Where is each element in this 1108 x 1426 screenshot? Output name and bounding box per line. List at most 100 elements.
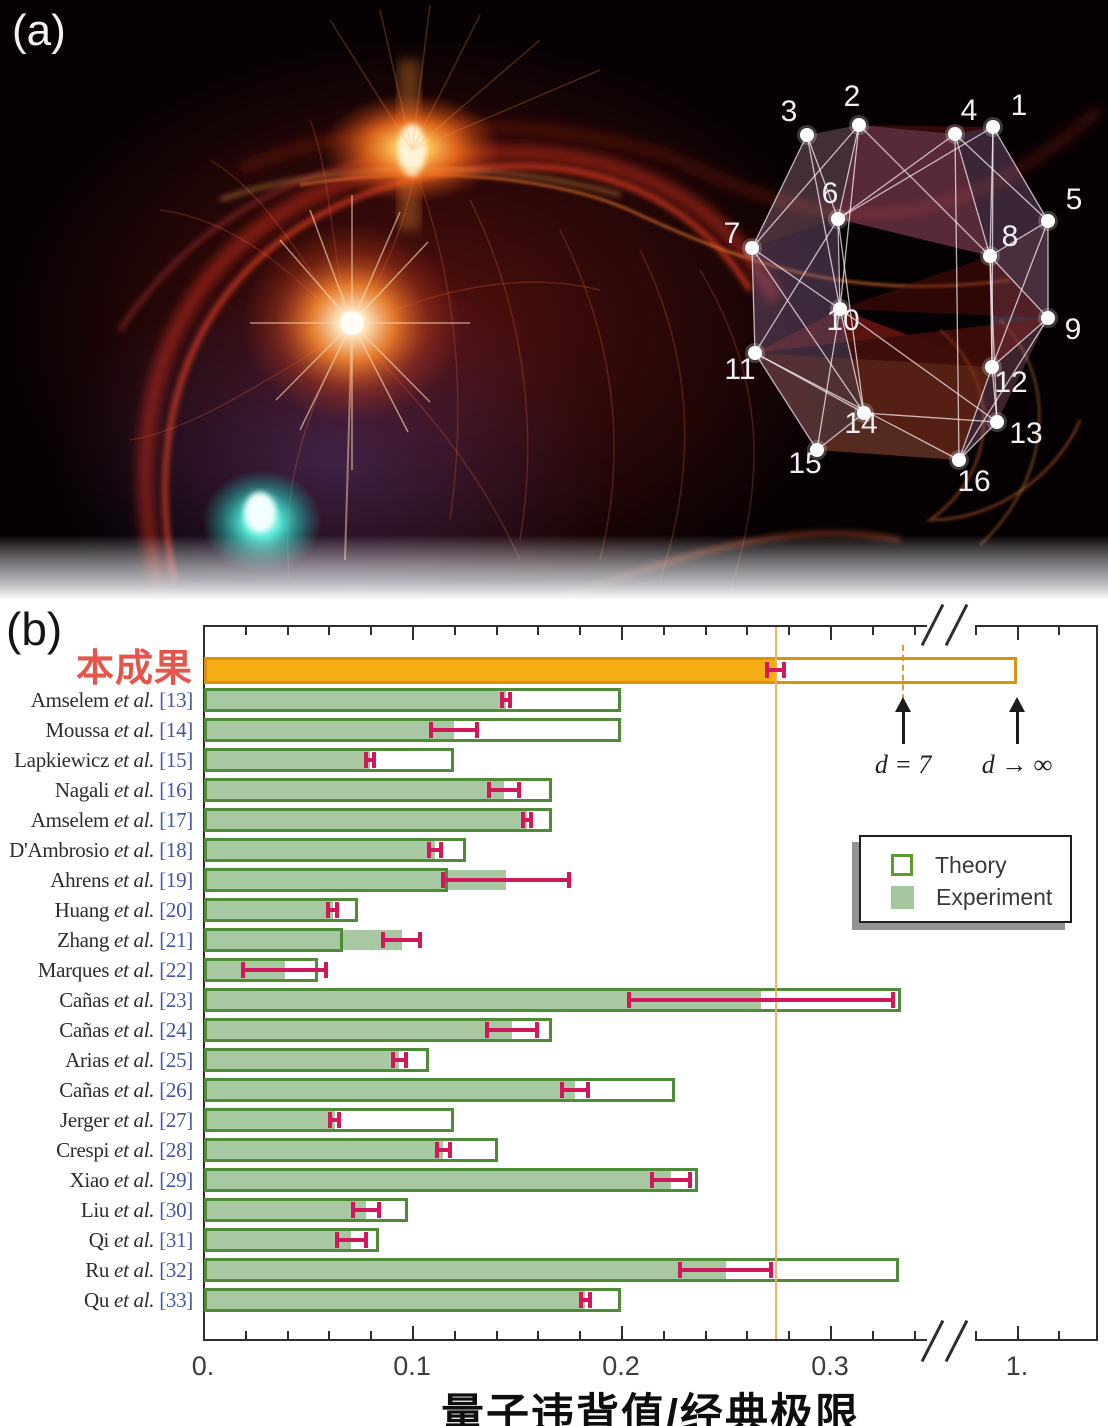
x-tick-label: 0.3 (811, 1351, 849, 1381)
highlight-row-label: 本成果 (75, 648, 193, 690)
chart-legend: Theory Experiment (859, 835, 1072, 923)
x-tick-top (975, 627, 977, 635)
polytope-edge (839, 124, 860, 310)
x-tick-bottom (1017, 1326, 1019, 1339)
error-bar-cap-left (485, 1022, 490, 1038)
experiment-bar (205, 870, 507, 890)
polytope-face (755, 353, 992, 460)
error-bar-cap-left (326, 902, 331, 918)
d7-label: d = 7 (874, 750, 932, 779)
x-tick-top (704, 627, 707, 635)
experiment-bar (205, 780, 504, 800)
polytope-edge (751, 247, 756, 354)
polytope-edge (989, 255, 998, 423)
polytope-edge (837, 218, 841, 310)
error-bar-cap-right (376, 1202, 381, 1218)
error-bar-cap-left (677, 1262, 682, 1278)
theory-bar (204, 718, 621, 742)
error-bar-cap-right (535, 1022, 540, 1038)
x-tick-bottom (913, 1331, 916, 1339)
experiment-bar (205, 810, 527, 830)
bottom-fade (0, 535, 1108, 600)
x-tick-label: 0.2 (602, 1351, 640, 1381)
error-bar (437, 1148, 450, 1152)
x-tick-bottom (412, 1331, 414, 1339)
x-tick-bottom (621, 1331, 623, 1339)
error-bar-cap-left (240, 962, 245, 978)
error-bar-cap-right (782, 662, 787, 678)
error-bar-cap-right (364, 1232, 369, 1248)
top-flare (219, 4, 621, 230)
x-tick-top (328, 627, 331, 635)
x-tick-bottom (1058, 1331, 1060, 1339)
error-bar-cap-right (516, 782, 521, 798)
polytope-edge (989, 255, 1049, 319)
error-bar-cap-left (391, 1052, 396, 1068)
vertex-number-label: 16 (957, 465, 990, 498)
x-tick-top (453, 627, 456, 635)
polytope-face (755, 309, 1048, 367)
central-star (242, 195, 470, 561)
x-tick-bottom (830, 1331, 832, 1339)
row-label: Qu et al. [33] (84, 1288, 193, 1312)
polytope-edge (954, 133, 1049, 222)
row-label: Ahrens et al. [19] (50, 868, 193, 892)
error-bar-cap-left (520, 812, 525, 828)
row-label: Arias et al. [25] (65, 1048, 193, 1072)
experiment-bar (205, 690, 507, 710)
theory-bar (204, 688, 621, 712)
polytope-vertex (1041, 214, 1055, 228)
polytope-edge (816, 412, 865, 451)
x-tick-bottom (370, 1331, 373, 1339)
row-label: Huang et al. [20] (54, 898, 194, 922)
x-tick-top (871, 627, 874, 635)
vertex-number-label: 1 (1011, 89, 1028, 122)
panel-a-artwork: 1 2 3 4 5 6 7 8 9 10 11 12 13 14 15 16 (a) (0, 0, 1108, 600)
legend-item-experiment: Experiment (891, 881, 1070, 913)
polytope-edge (992, 126, 1049, 222)
polytope-vertex (810, 443, 824, 457)
x-tick-top (412, 627, 414, 635)
row-label: Zhang et al. [21] (56, 928, 193, 952)
error-bar-cap-right (447, 1142, 452, 1158)
x-tick-bottom (286, 1331, 289, 1339)
polytope-vertex (948, 127, 962, 141)
vertex-number-label: 15 (788, 447, 821, 480)
theory-bar (204, 778, 553, 802)
vertex-number-label: 11 (724, 353, 755, 386)
x-tick-top (370, 627, 373, 635)
polytope-edge (958, 317, 1049, 461)
row-label: Nagali et al. [16] (54, 778, 193, 802)
row-label: Moussa et al. [14] (45, 718, 194, 742)
error-bar-cap-right (508, 692, 513, 708)
theory-bar (204, 748, 454, 772)
x-tick-top (579, 627, 582, 635)
x-tick-label: 1. (1005, 1351, 1029, 1381)
row-label: Liu et al. [30] (80, 1198, 193, 1222)
row-label: Cañas et al. [26] (59, 1078, 193, 1102)
x-tick-top (746, 627, 749, 635)
error-bar-cap-right (336, 1112, 341, 1128)
error-bar (629, 998, 893, 1002)
x-tick-bottom (975, 1331, 977, 1339)
polytope-edge (837, 124, 860, 220)
polytope-edge (839, 308, 998, 423)
row-label: Jerger et al. [27] (59, 1108, 193, 1132)
error-bar (428, 848, 442, 852)
theory-bar (204, 838, 467, 862)
x-tick-bottom (328, 1331, 331, 1339)
polytope-edge (991, 220, 1049, 368)
experiment-bar (205, 900, 333, 920)
error-bar (487, 1028, 538, 1032)
theory-bar (204, 1108, 454, 1132)
theory-bar (204, 898, 358, 922)
experiment-bar (205, 1290, 586, 1310)
polytope-edge (863, 412, 998, 423)
x-tick-label: 0. (191, 1351, 215, 1381)
experiment-bar (205, 1110, 335, 1130)
row-label: Ru et al. [32] (85, 1258, 193, 1282)
polytope-face (840, 256, 1048, 318)
dinf-arrow-shaft (1016, 710, 1019, 744)
error-bar-cap-left (428, 722, 433, 738)
error-bar-cap-left (364, 752, 369, 768)
